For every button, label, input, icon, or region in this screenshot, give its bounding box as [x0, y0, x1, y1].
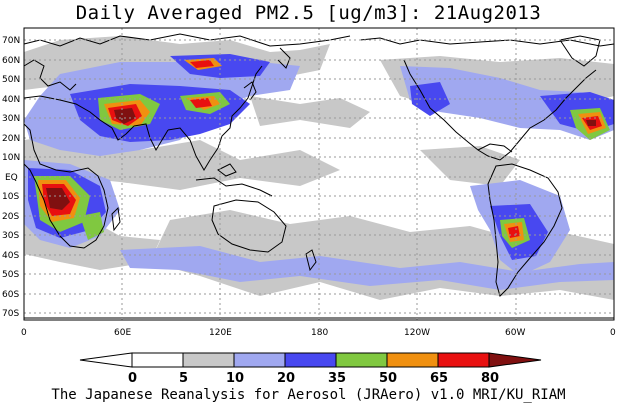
lat-label: 70S: [2, 309, 19, 319]
colorbar-seg-10-20: [233, 352, 286, 368]
lon-labels: 0 60E 120E 180 120W 60W 0: [21, 328, 616, 338]
grid: [24, 28, 614, 320]
lat-label: 50S: [2, 270, 19, 280]
shade-gray-north-pacific: [250, 96, 370, 128]
colorbar-label: 65: [430, 371, 448, 386]
shade-red-china: [190, 98, 212, 108]
footer-credit: The Japanese Reanalysis for Aerosol (JRA…: [51, 387, 566, 403]
colorbar-label: 50: [379, 371, 397, 386]
colorbar-label: 20: [277, 371, 295, 386]
lat-label: 10S: [2, 192, 19, 202]
shade-darkred-india: [114, 108, 136, 124]
colorbar-label: 5: [179, 371, 188, 386]
lon-label: 180: [311, 328, 328, 338]
lat-label: 60N: [2, 56, 20, 66]
lat-label: 30N: [2, 114, 20, 124]
colorbar-seg-0-5: [131, 352, 184, 368]
map-title: Daily Averaged PM2.5 [ug/m3]: 21Aug2013: [75, 2, 542, 24]
lat-label: 40S: [2, 251, 19, 261]
lon-label: 120W: [404, 328, 430, 338]
colorbar-label: 0: [128, 371, 137, 386]
lat-label: 50N: [2, 75, 20, 85]
shade-green-africa-south: [80, 212, 104, 240]
lat-label: 20N: [2, 134, 20, 144]
colorbar: 0 5 10 20 35 50 65 80: [79, 352, 542, 386]
shade-darkred-africa: [46, 188, 70, 210]
colorbar-arrow-high: [488, 352, 542, 368]
lat-labels: 70N 60N 50N 40N 30N 20N 10N EQ 10S 20S 3…: [2, 36, 20, 319]
colorbar-label: 35: [328, 371, 346, 386]
lon-label: 120E: [209, 328, 232, 338]
lon-label: 60W: [505, 328, 525, 338]
lat-label: 10N: [2, 153, 20, 163]
lon-label: 60E: [114, 328, 131, 338]
colorbar-seg-50-65: [386, 352, 439, 368]
shade-red-siberia: [190, 60, 214, 68]
lon-label: 0: [21, 328, 27, 338]
colorbar-arrow-low: [79, 352, 133, 368]
lat-label: 30S: [2, 231, 19, 241]
lat-label: EQ: [5, 173, 18, 183]
shade-red-samerica: [508, 226, 520, 238]
colorbar-seg-5-10: [182, 352, 235, 368]
colorbar-label: 10: [226, 371, 244, 386]
colorbar-seg-65-80: [437, 352, 490, 368]
shade-light-south-band: [120, 246, 614, 290]
lat-label: 60S: [2, 290, 19, 300]
shade-darkred-us: [586, 120, 596, 126]
lat-label: 20S: [2, 212, 19, 222]
map-frame: [23, 27, 615, 321]
lat-label: 70N: [2, 36, 20, 46]
colorbar-seg-35-50: [335, 352, 388, 368]
lat-label: 40N: [2, 95, 20, 105]
shade-gray-east-pacific: [420, 146, 520, 186]
colorbar-seg-20-35: [284, 352, 337, 368]
colorbar-label: 80: [481, 371, 499, 386]
lon-label: 0: [610, 328, 616, 338]
